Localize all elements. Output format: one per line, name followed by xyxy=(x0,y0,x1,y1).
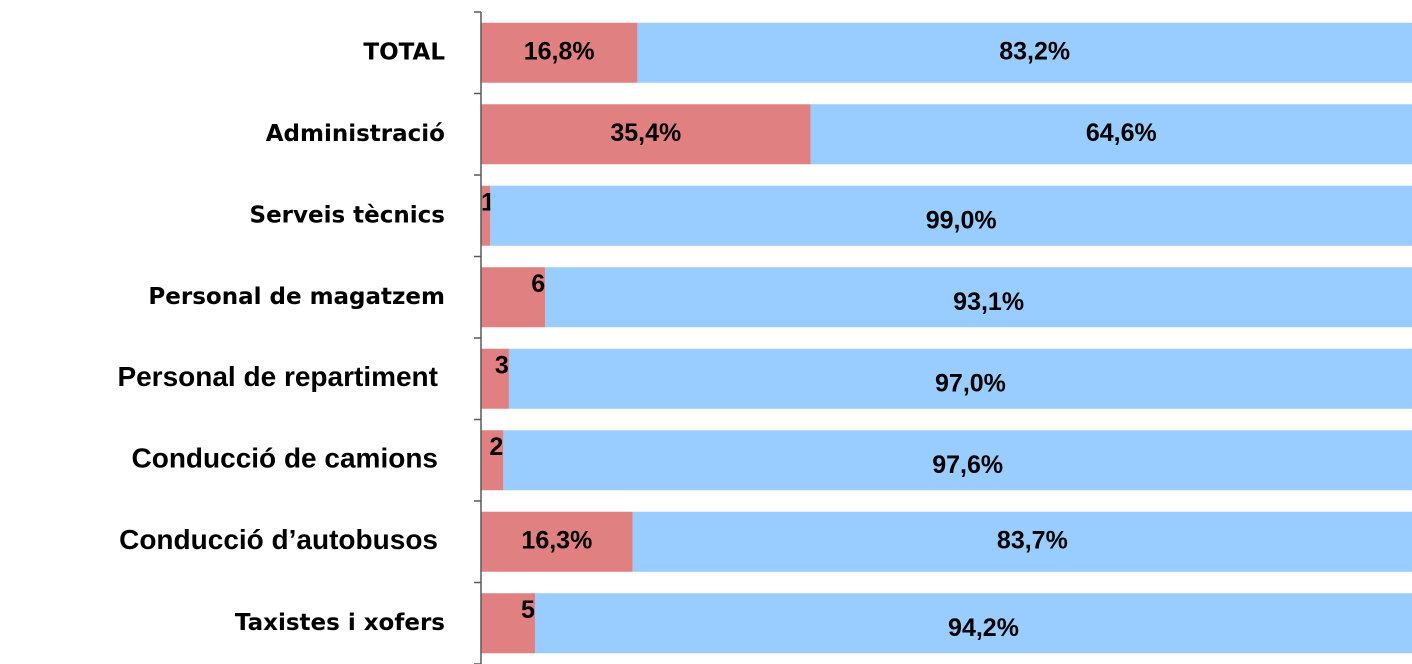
bar-segment xyxy=(534,593,1412,654)
bar-segment xyxy=(481,185,491,246)
value-label: 83,2% xyxy=(999,37,1070,65)
bar-segment xyxy=(503,430,1412,491)
bar-segment xyxy=(481,104,811,165)
bar-segment xyxy=(490,185,1412,246)
value-label: 16,3% xyxy=(521,526,592,554)
category-label: Personal de repartiment xyxy=(117,361,438,392)
bar-segment xyxy=(481,267,546,328)
bar-segment xyxy=(481,593,535,654)
bar-segment xyxy=(632,511,1412,572)
value-label: 94,2% xyxy=(948,614,1019,642)
bar-segment xyxy=(481,22,638,83)
value-label: 35,4% xyxy=(610,119,681,147)
category-label: Serveis tècnics xyxy=(250,202,446,228)
bar-segment xyxy=(545,267,1412,328)
value-label: 99,0% xyxy=(926,206,997,234)
value-label: 64,6% xyxy=(1086,119,1157,147)
category-label: Conducció de camions xyxy=(132,443,439,474)
category-label: Conducció d’autobusos xyxy=(119,524,438,555)
category-label: Taxistes i xofers xyxy=(235,610,445,636)
category-label: Administració xyxy=(266,121,445,147)
value-label: 97,6% xyxy=(932,451,1003,479)
value-label: 93,1% xyxy=(953,288,1024,316)
value-label: 83,7% xyxy=(997,526,1068,554)
bar-segment xyxy=(481,348,509,409)
category-label: Personal de magatzem xyxy=(148,284,445,310)
bar-segment xyxy=(481,430,504,491)
value-label: 97,0% xyxy=(935,369,1006,397)
bar-segment xyxy=(508,348,1412,409)
bar-segment xyxy=(810,104,1412,165)
value-label: 16,8% xyxy=(524,37,595,65)
bar-segment xyxy=(637,22,1412,83)
bar-segment xyxy=(481,511,633,572)
category-label: TOTAL xyxy=(363,39,445,65)
